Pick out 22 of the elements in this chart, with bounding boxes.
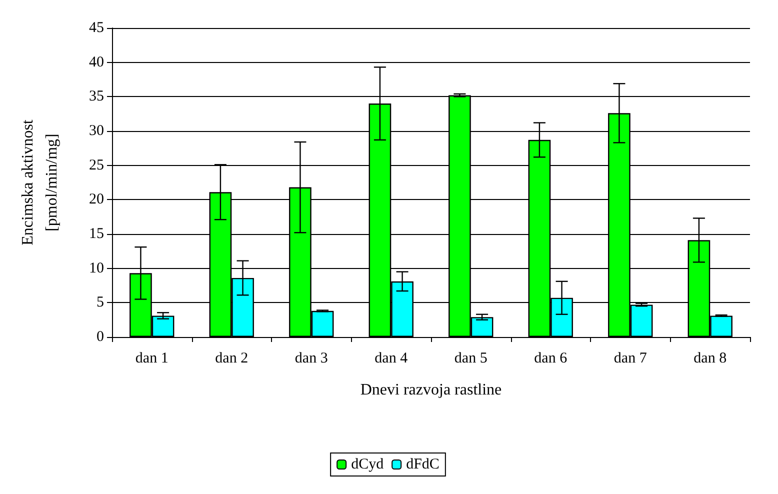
x-axis-title: Dnevi razvoja rastline — [360, 382, 502, 398]
x-tick-label: dan 7 — [614, 350, 648, 366]
x-tick-label: dan 8 — [694, 350, 727, 366]
y-tick-label: 30 — [89, 123, 104, 139]
y-tick-label: 10 — [89, 260, 104, 276]
x-tick-label: dan 5 — [454, 350, 488, 366]
x-tick-label: dan 2 — [215, 350, 248, 366]
x-tick-label: dan 4 — [374, 350, 408, 366]
x-tick-label: dan 3 — [294, 350, 328, 366]
x-tick-label: dan 1 — [135, 350, 168, 366]
legend-label: dFdC — [406, 456, 440, 472]
y-tick-label: 35 — [89, 88, 104, 105]
x-tick-label: dan 6 — [534, 350, 568, 366]
y-axis-title: Encimska aktivnost [pmol/min/mg] — [20, 119, 60, 246]
y-tick-label: 45 — [89, 20, 104, 36]
legend-label: dCyd — [351, 456, 384, 472]
y-tick-label: 15 — [89, 226, 104, 242]
y-tick-label: 0 — [96, 329, 104, 345]
y-tick-label: 5 — [96, 294, 104, 311]
y-tick-label: 25 — [89, 157, 104, 174]
y-tick-label: 20 — [89, 192, 104, 208]
y-tick-label: 40 — [89, 54, 104, 70]
